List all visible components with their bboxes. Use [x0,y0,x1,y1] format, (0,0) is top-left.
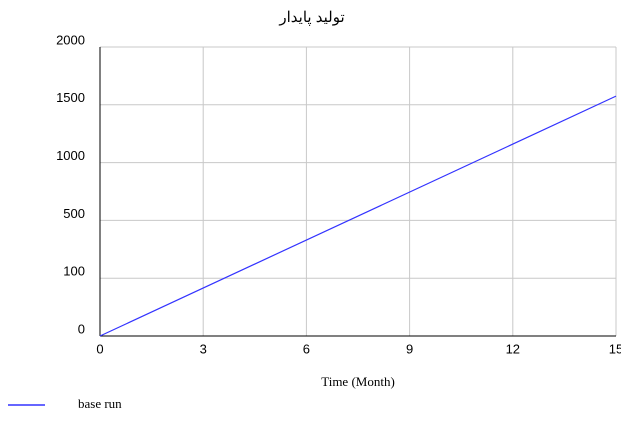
y-tick-label: 0 [78,321,85,336]
data-line [100,96,616,336]
x-tick-label: 12 [506,341,520,356]
y-tick-label: 1000 [56,148,85,163]
y-tick-label: 1500 [56,90,85,105]
x-axis-label: Time (Month) [321,374,395,389]
y-tick-label: 100 [63,264,85,279]
x-tick-label: 0 [96,341,103,356]
x-tick-label: 6 [303,341,310,356]
chart: تولید پایدار Time (Month) 01005001000150… [0,0,621,427]
x-tick-label: 15 [609,341,621,356]
chart-title: تولید پایدار [278,9,344,26]
x-tick-label: 9 [406,341,413,356]
legend-label: base run [78,396,122,411]
y-tick-label: 2000 [56,32,85,47]
y-tick-label: 500 [63,206,85,221]
x-tick-label: 3 [200,341,207,356]
